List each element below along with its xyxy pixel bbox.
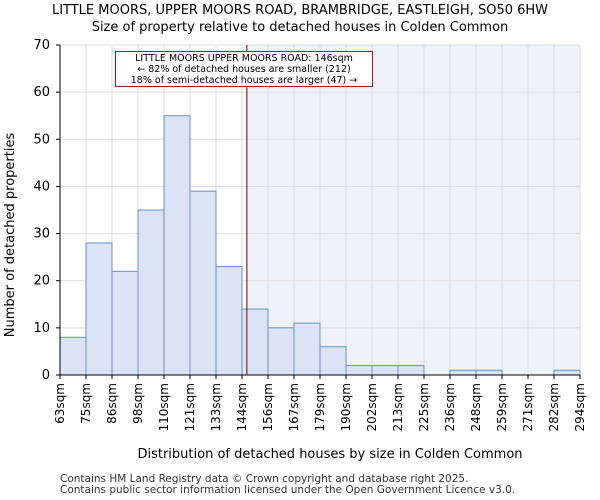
histogram-bar [319, 346, 347, 376]
x-tick-label: 63sqm [53, 383, 67, 424]
histogram-bar [85, 242, 113, 376]
histogram-bar [267, 327, 295, 376]
x-axis-title: Distribution of detached houses by size … [137, 447, 522, 462]
histogram-bar [111, 270, 139, 376]
y-tick-label: 20 [33, 274, 50, 289]
histogram-bar [371, 365, 399, 376]
annotation-line1: LITTLE MOORS UPPER MOORS ROAD: 146sqm [135, 53, 353, 64]
x-tick-label: 248sqm [469, 383, 483, 431]
y-tick-label: 50 [33, 132, 50, 147]
y-tick-label: 10 [33, 321, 50, 336]
x-tick-label: 110sqm [157, 383, 171, 431]
x-tick-label: 144sqm [235, 383, 249, 431]
x-tick-label: 225sqm [417, 383, 431, 431]
x-tick-label: 121sqm [183, 383, 197, 431]
x-tick-label: 271sqm [521, 383, 535, 431]
x-tick-label: 282sqm [547, 383, 561, 431]
histogram-bar [137, 209, 165, 376]
footer-copyright: Contains HM Land Registry data © Crown c… [60, 473, 469, 485]
x-tick-label: 133sqm [209, 383, 223, 431]
y-tick-label: 40 [33, 179, 50, 194]
histogram-bar [397, 365, 425, 376]
annotation-line2: ← 82% of detached houses are smaller (21… [137, 64, 351, 75]
histogram-bar [553, 369, 581, 376]
annotation-box: LITTLE MOORS UPPER MOORS ROAD: 146sqm ← … [115, 51, 373, 87]
histogram-bar [59, 336, 87, 376]
footer-licence: Contains public sector information licen… [60, 484, 516, 496]
histogram-bar [475, 369, 503, 376]
x-tick-label: 156sqm [261, 383, 275, 431]
histogram-bar [215, 266, 243, 376]
y-tick-label: 0 [42, 368, 50, 383]
x-tick-label: 86sqm [105, 383, 119, 424]
y-tick-label: 60 [33, 85, 50, 100]
chart-title-line1: LITTLE MOORS, UPPER MOORS ROAD, BRAMBRID… [51, 3, 549, 18]
histogram-bar [293, 322, 321, 376]
x-tick-label: 213sqm [391, 383, 405, 431]
x-tick-label: 98sqm [131, 383, 145, 424]
x-tick-label: 190sqm [339, 383, 353, 431]
annotation-line3: 18% of semi-detached houses are larger (… [130, 75, 358, 86]
histogram-bar [163, 115, 191, 376]
x-tick-label: 75sqm [79, 383, 93, 424]
x-tick-label: 179sqm [313, 383, 327, 431]
y-axis-title: Number of detached properties [3, 133, 18, 338]
x-tick-label: 202sqm [365, 383, 379, 431]
x-tick-label: 259sqm [495, 383, 509, 431]
histogram-bar [345, 365, 373, 376]
histogram-bar [241, 308, 269, 376]
x-tick-label: 167sqm [287, 383, 301, 431]
y-tick-label: 30 [33, 227, 50, 242]
histogram-bar [449, 369, 477, 376]
x-tick-label: 294sqm [573, 383, 587, 431]
highlight-region [246, 45, 580, 375]
y-tick-label: 70 [33, 38, 50, 53]
x-tick-label: 236sqm [443, 383, 457, 431]
chart-title-line2: Size of property relative to detached ho… [91, 20, 509, 35]
histogram-bar [189, 190, 217, 376]
